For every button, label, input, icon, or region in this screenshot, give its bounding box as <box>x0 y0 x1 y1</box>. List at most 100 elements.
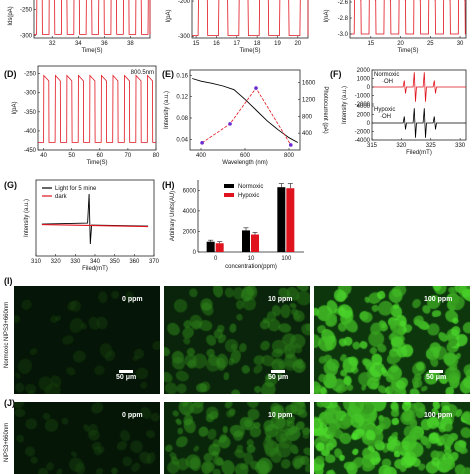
chart-e-xtick-label: 600 <box>240 153 251 159</box>
chart-e-photocurrent-line <box>201 87 292 146</box>
scale-bar: 50 μm <box>268 370 288 381</box>
chart-f-legend-hypoxic: Hypoxic <box>374 107 395 113</box>
chart-top-right-ytick-label: -2.8 <box>338 16 349 22</box>
chart-f-top-ytick-label: -2000 <box>355 102 371 108</box>
chart-g-legend-light: Light for 5 mine <box>55 186 97 192</box>
chart-f-bottom-ytick-label: -2000 <box>355 130 371 136</box>
micrograph-j-100ppm: 100 ppm <box>314 402 470 474</box>
chart-f-xtick-label: 330 <box>455 143 466 149</box>
chart-h-xtick-label: 100 <box>281 256 292 262</box>
chart-f-legend-hypoxic-oh: ·OH <box>380 114 391 120</box>
chart-f-bottom-ytick-label: 2000 <box>357 113 371 119</box>
chart-g-xtick-label: 330 <box>70 259 81 265</box>
chart-h-xlabel: concentration(ppm) <box>225 264 277 270</box>
chart-top-left-series-line <box>34 0 151 35</box>
chart-d-ytick-label: -400 <box>24 129 37 135</box>
chart-g-xtick-label: 360 <box>129 259 140 265</box>
chart-f-bottom-ytick-label: -4000 <box>355 138 371 144</box>
micrograph-image <box>164 402 310 474</box>
chart-h-ytick-label: 6000 <box>183 188 197 194</box>
chart-e-ytick-label: 0.04 <box>176 137 188 143</box>
chart-top-right-frame <box>349 0 467 39</box>
chart-d-ytick-label: -450 <box>24 148 37 154</box>
chart-f-xtick-label: 320 <box>396 143 407 149</box>
chart-top-right-xtick-label: 30 <box>457 41 464 47</box>
chart-e-absorbance-line <box>192 78 299 143</box>
chart-d-ytick-label: -350 <box>24 110 37 116</box>
chart-top-right-xlabel: Time(S) <box>397 48 418 54</box>
scale-bar-label: 50 μm <box>268 374 289 381</box>
chart-top-right-ytick-label: -2.6 <box>338 0 349 6</box>
chart-e-ytick-label: 0.12 <box>176 95 188 101</box>
chart-top-middle-xtick-label: 19 <box>274 41 281 47</box>
chart-h-bar-hypoxic <box>251 234 259 252</box>
chart-f-top-ytick-label: 2000 <box>357 68 371 74</box>
panel-label-f: (F) <box>330 69 342 79</box>
chart-g-light-line <box>41 193 149 245</box>
micrograph-image <box>314 402 470 474</box>
chart-f-ylabel: Intensity (a.u.) <box>342 86 348 124</box>
chart-e-photocurrent-point <box>228 122 232 126</box>
chart-d-ylabel: I(pA) <box>12 101 18 114</box>
chart-top-middle-xlabel: Time(S) <box>239 48 260 54</box>
chart-g-dark-line <box>41 223 149 228</box>
chart-h-ytick-label: 2000 <box>183 229 197 235</box>
panel-label-g: (G) <box>4 180 17 190</box>
chart-top-right-ylabel: I(nA) <box>324 9 330 22</box>
chart-e-ytick-label: 400 <box>302 131 313 137</box>
chart-h-legend-normoxic: Normoxic <box>238 184 263 190</box>
chart-e-ylabel-right: Photocurrent (pA) <box>322 86 328 133</box>
chart-top-middle-xtick-label: 16 <box>213 41 220 47</box>
chart-d-xlabel: Time(S) <box>86 160 107 166</box>
chart-h-bar-normoxic <box>206 241 215 252</box>
chart-f-legend-normoxic: Normoxic <box>374 72 399 78</box>
chart-e-ytick-label: 800 <box>302 114 313 120</box>
chart-top-left-ytick-label: -300 <box>20 33 33 39</box>
chart-top-left-xtick-label: 34 <box>75 41 82 47</box>
micrograph-image <box>14 402 160 474</box>
chart-e-xtick-label: 800 <box>284 153 295 159</box>
chart-e-ytick-label: 1600 <box>302 81 316 87</box>
chart-f-frame <box>371 69 467 141</box>
chart-d-series-line <box>38 74 156 143</box>
scale-bar: 50 μm <box>426 370 446 381</box>
chart-d-frame <box>37 65 157 151</box>
chart-f-top-ytick-label: -1000 <box>355 94 371 100</box>
chart-e-xlabel: Wavelength (nm) <box>222 160 267 166</box>
chart-g-xtick-label: 310 <box>31 259 42 265</box>
micrograph-j-0ppm: 0 ppm <box>14 402 160 474</box>
micrograph-image <box>14 286 160 394</box>
panel-label-h: (H) <box>162 180 175 190</box>
micrograph-conc-label: 10 ppm <box>268 412 293 419</box>
chart-f-bottom-ytick-label: 0 <box>367 121 371 127</box>
chart-h-legend-hypoxic: Hypoxic <box>238 193 259 199</box>
panel-label-e: (E) <box>162 69 174 79</box>
micrograph-conc-label: 0 ppm <box>122 412 143 419</box>
panel-label-d: (D) <box>4 69 17 79</box>
chart-top-right-ytick-label: -3.0 <box>338 32 349 38</box>
chart-h-xtick-label: 0 <box>214 256 218 262</box>
chart-top-middle-xtick-label: 20 <box>294 41 301 47</box>
chart-e-ylabel: Intensity (a.u.) <box>164 91 170 129</box>
chart-d-xtick-label: 80 <box>153 153 160 159</box>
chart-e-photocurrent-point <box>254 86 258 90</box>
micrograph-image <box>164 286 310 394</box>
chart-f-hypoxic-spectrum <box>372 108 466 138</box>
chart-e-ytick-label: 0.08 <box>176 116 188 122</box>
chart-d-ytick-label: -300 <box>24 91 37 97</box>
chart-d-xtick-label: 70 <box>125 153 132 159</box>
chart-top-middle-xtick-label: 18 <box>254 41 261 47</box>
chart-top-middle-series-line <box>192 0 309 36</box>
chart-g-xtick-label: 370 <box>149 259 160 265</box>
chart-f-legend-normoxic-oh: ·OH <box>382 79 393 85</box>
chart-h-bar-hypoxic <box>286 188 295 252</box>
chart-h-ylabel: Arbitrary Units(AU) <box>170 191 176 241</box>
chart-h-bar-hypoxic <box>215 243 224 252</box>
chart-top-middle-xtick-label: 17 <box>233 41 240 47</box>
chart-h-xtick-label: 10 <box>248 256 255 262</box>
micrograph-i-0ppm: 0 ppm 50 μm <box>14 286 160 394</box>
chart-f-xtick-label: 315 <box>367 143 378 149</box>
scale-bar: 50 μm <box>116 370 136 381</box>
chart-d-xtick-label: 40 <box>40 153 47 159</box>
chart-top-left-xlabel: Time(S) <box>81 48 102 54</box>
